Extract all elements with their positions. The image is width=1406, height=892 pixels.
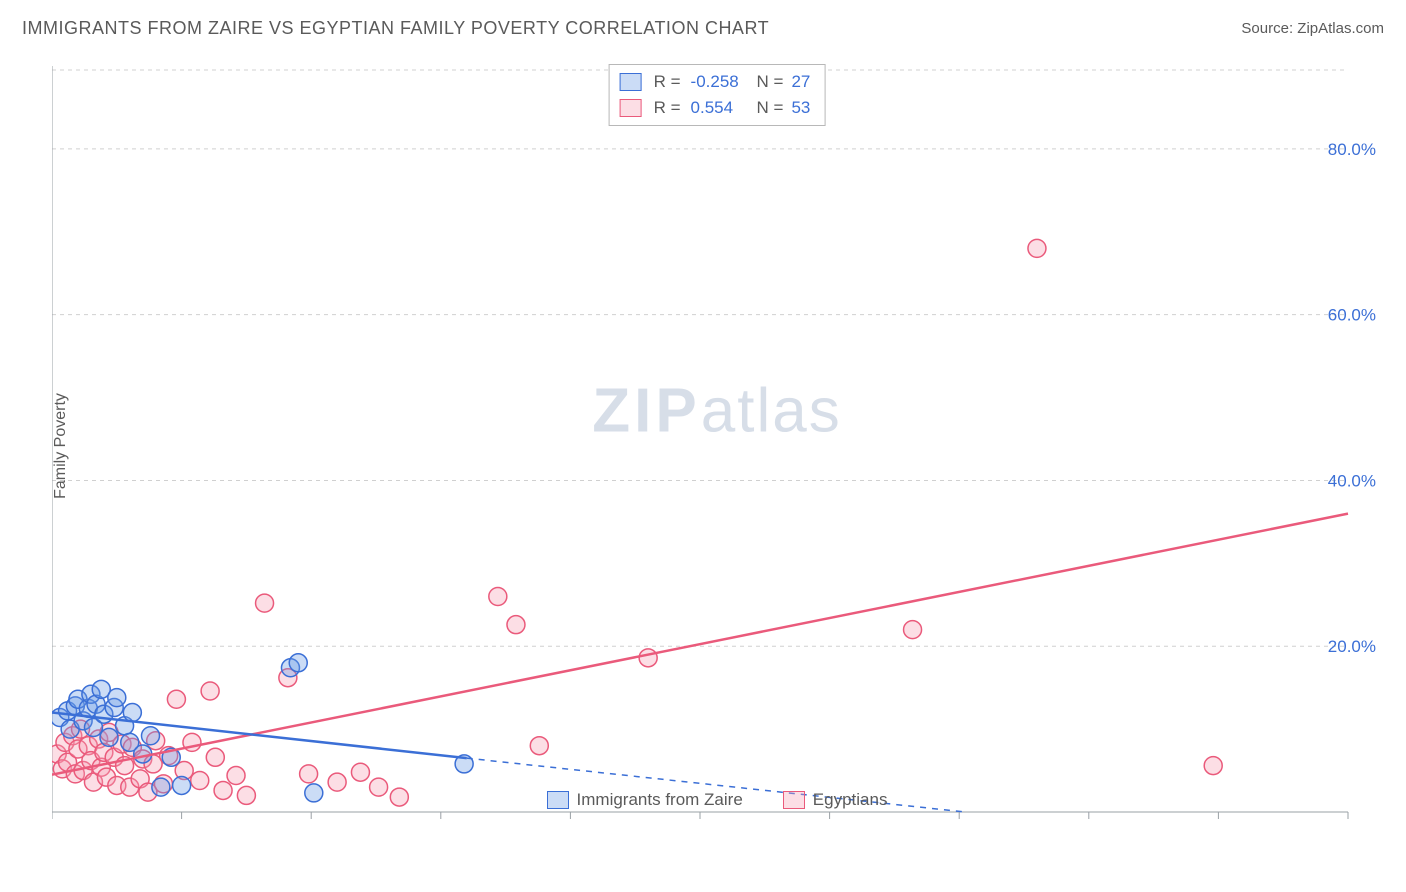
n-label: N = xyxy=(757,69,784,95)
swatch-pink-icon xyxy=(783,791,805,809)
chart-title: IMMIGRANTS FROM ZAIRE VS EGYPTIAN FAMILY… xyxy=(22,18,769,39)
correlation-legend: R = -0.258 N = 27 R = 0.554 N = 53 xyxy=(609,64,826,126)
series-legend: Immigrants from Zaire Egyptians xyxy=(52,790,1382,810)
n-label: N = xyxy=(757,95,784,121)
n-value-blue: 27 xyxy=(791,69,810,95)
r-value-pink: 0.554 xyxy=(691,95,745,121)
r-label: R = xyxy=(654,95,681,121)
svg-text:40.0%: 40.0% xyxy=(1328,471,1376,490)
source-attribution: Source: ZipAtlas.com xyxy=(1241,20,1384,37)
legend-row-pink: R = 0.554 N = 53 xyxy=(620,95,811,121)
swatch-blue-icon xyxy=(620,73,642,91)
source-prefix: Source: xyxy=(1241,20,1297,37)
legend-label-blue: Immigrants from Zaire xyxy=(577,790,743,810)
svg-text:20.0%: 20.0% xyxy=(1328,637,1376,656)
legend-item-pink: Egyptians xyxy=(783,790,888,810)
r-value-blue: -0.258 xyxy=(691,69,745,95)
svg-text:60.0%: 60.0% xyxy=(1328,306,1376,325)
svg-text:80.0%: 80.0% xyxy=(1328,140,1376,159)
n-value-pink: 53 xyxy=(791,95,810,121)
legend-label-pink: Egyptians xyxy=(813,790,888,810)
chart-svg: 20.0%40.0%60.0%80.0%0.0%25.0% xyxy=(52,56,1382,828)
legend-item-blue: Immigrants from Zaire xyxy=(547,790,743,810)
r-label: R = xyxy=(654,69,681,95)
legend-row-blue: R = -0.258 N = 27 xyxy=(620,69,811,95)
swatch-blue-icon xyxy=(547,791,569,809)
source-link[interactable]: ZipAtlas.com xyxy=(1297,20,1384,37)
swatch-pink-icon xyxy=(620,99,642,117)
plot-area: ZIPatlas 20.0%40.0%60.0%80.0%0.0%25.0% R… xyxy=(52,56,1382,828)
